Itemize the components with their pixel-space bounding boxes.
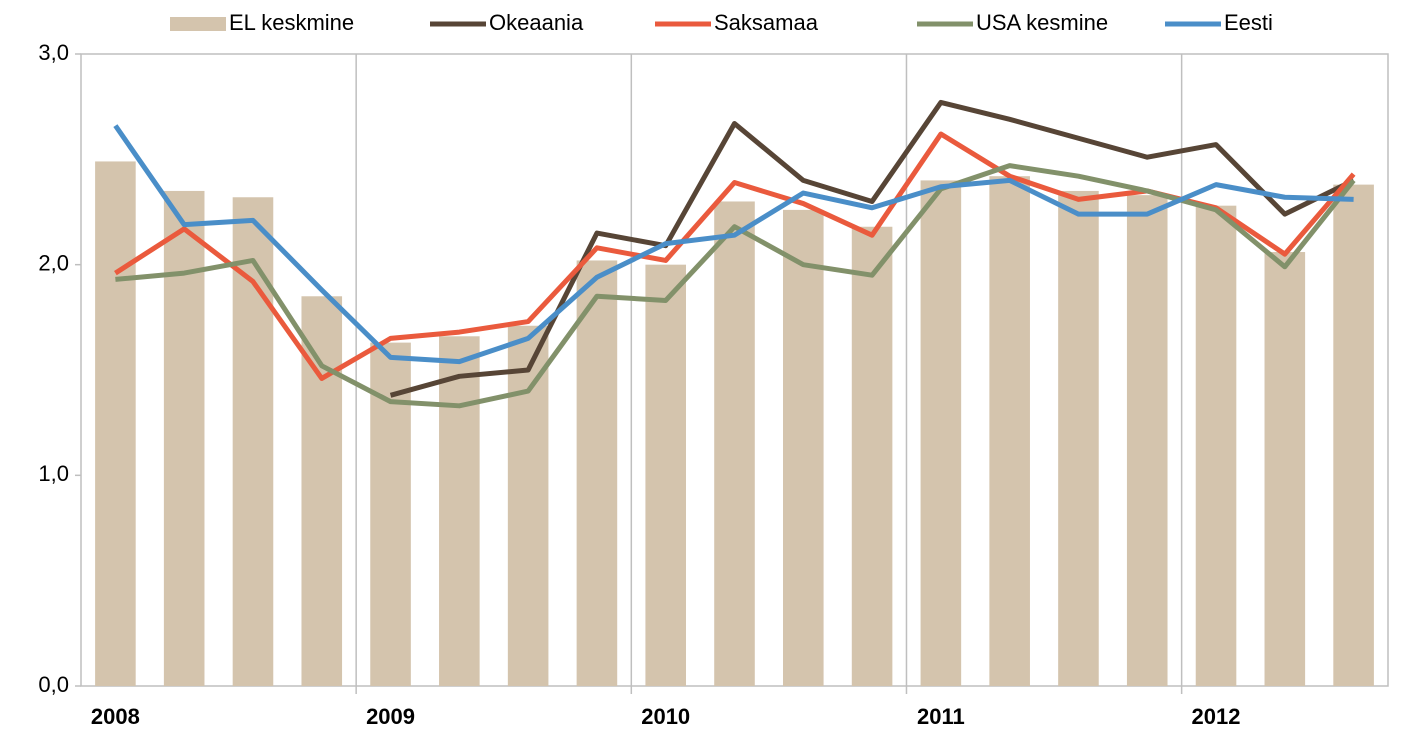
legend-swatch [170,17,226,31]
x-tick-label: 2008 [91,704,140,729]
legend-label: Okeaania [489,10,584,35]
x-tick-label: 2011 [917,704,965,729]
line [113,124,1354,365]
bar [1264,252,1306,686]
bar [645,264,687,686]
legend-label: USA kesmine [976,10,1108,35]
bar [920,180,962,686]
x-tick-label: 2009 [366,704,415,729]
bar [1195,205,1237,686]
bar [1126,195,1168,686]
bar [439,336,480,686]
bar [989,176,1030,687]
line [389,99,1355,398]
y-tick-label: 2,0 [38,250,69,275]
legend-label: Eesti [1224,10,1273,35]
y-tick-label: 1,0 [38,461,69,486]
y-tick-label: 0,0 [38,672,69,697]
bar [1058,190,1099,686]
bar [714,201,755,686]
legend-label: Saksamaa [714,10,819,35]
bar [851,226,893,686]
bar [163,190,205,686]
bar [1333,184,1374,686]
bar [782,209,824,687]
bar [576,260,618,686]
y-tick-label: 3,0 [38,40,69,65]
x-tick-label: 2010 [641,704,690,729]
bar [95,161,136,686]
x-tick-label: 2012 [1192,704,1241,729]
bar [507,325,549,686]
legend-label: EL keskmine [229,10,354,35]
line [115,163,1356,409]
